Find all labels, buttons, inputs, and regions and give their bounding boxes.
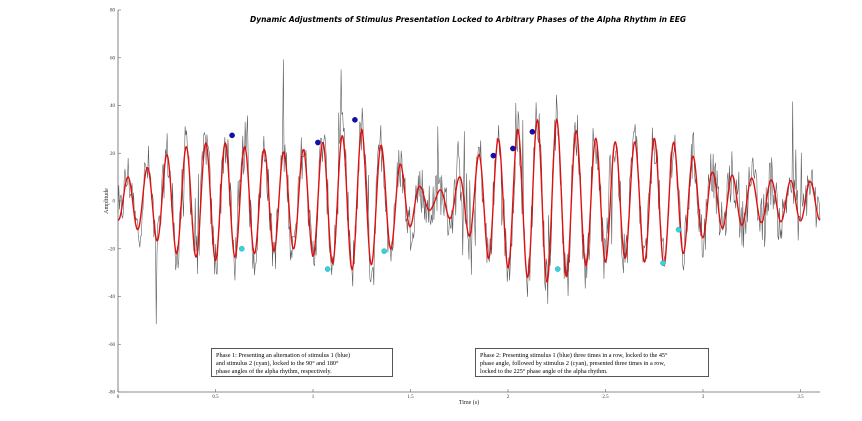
y-tick-label: -20 (108, 247, 115, 252)
y-tick-label: 40 (110, 104, 116, 109)
y-tick-label: -40 (108, 295, 115, 300)
y-tick-label: -80 (108, 391, 115, 396)
x-tick-label: 2.5 (602, 395, 609, 400)
stimulus-1-marker (229, 132, 235, 139)
y-tick-label: 0 (113, 200, 116, 205)
x-tick-label: 1 (312, 395, 315, 400)
x-tick-label: 1.5 (407, 395, 414, 400)
stimulus-2-marker (554, 266, 561, 272)
annotation-phase-2: Phase 2: Presenting stimulus 1 (blue) th… (475, 348, 709, 377)
stimulus-2-marker (675, 226, 682, 233)
stimulus-1-marker (490, 152, 497, 159)
y-axis-label: Amplitude (104, 188, 110, 214)
alpha-rhythm-series (117, 118, 821, 283)
plot-area: 0 0.5 1 1.5 2 2.5 3 3.5 -80 -60 -40 -20 0 20 40 60 80 (108, 9, 821, 400)
raw-eeg-series (117, 59, 821, 325)
y-tick-label: 80 (110, 9, 116, 14)
stimulus-2-marker (239, 245, 245, 252)
chart-title: Dynamic Adjustments of Stimulus Presenta… (250, 15, 686, 24)
x-ticks: 0 0.5 1 1.5 2 2.5 3 3.5 (117, 389, 804, 400)
y-tick-label: -60 (108, 343, 115, 348)
stimulus-2-marker (381, 248, 387, 254)
series-layer (117, 59, 821, 325)
stimulus-1-marker (352, 117, 358, 123)
stimulus-1-marker (315, 139, 321, 146)
x-tick-label: 3.5 (797, 395, 804, 400)
stimulus-2-marker (660, 260, 666, 266)
marker-layer (229, 117, 682, 272)
y-tick-label: 20 (110, 152, 116, 157)
x-tick-label: 2 (507, 395, 510, 400)
y-ticks: -80 -60 -40 -20 0 20 40 60 80 (108, 9, 121, 396)
annotation-phase-1: Phase 1: Presenting an alternation of st… (211, 348, 393, 377)
stimulus-1-marker (510, 145, 516, 152)
stimulus-1-marker (529, 128, 536, 135)
x-axis-label: Time (s) (459, 399, 479, 406)
x-tick-label: 0.5 (212, 395, 219, 400)
x-tick-label: 3 (702, 395, 705, 400)
stimulus-2-marker (324, 266, 331, 272)
y-tick-label: 60 (110, 56, 116, 61)
x-tick-label: 0 (117, 395, 120, 400)
